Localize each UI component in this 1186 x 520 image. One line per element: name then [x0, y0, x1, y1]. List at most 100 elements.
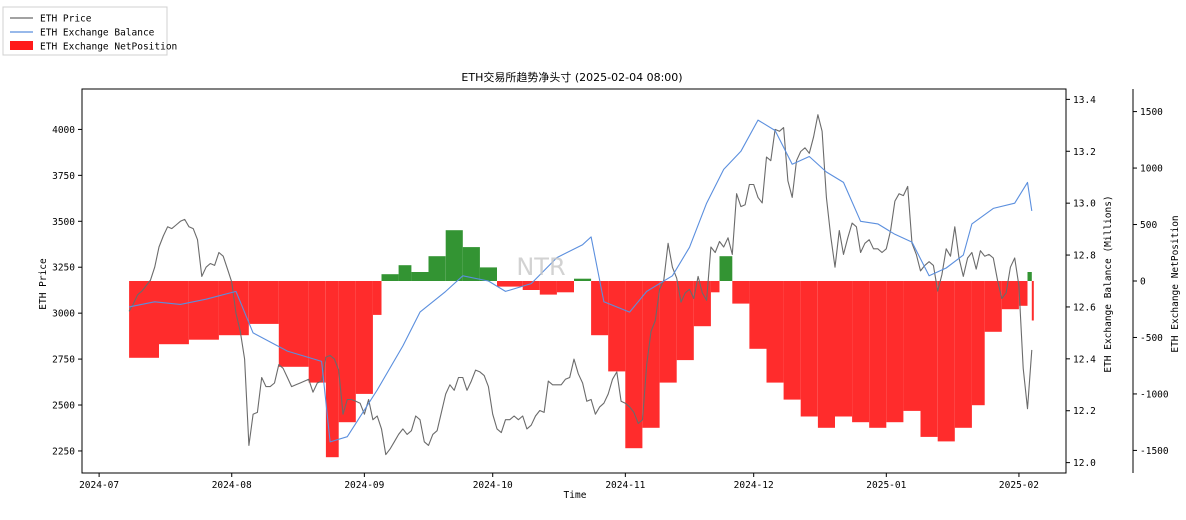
legend-label-price: ETH Price: [40, 14, 92, 25]
netposition-bar: [903, 281, 921, 411]
netposition-bar: [248, 281, 279, 324]
netposition-bar: [522, 281, 540, 290]
netposition-bar: [398, 265, 412, 281]
legend-label-netposition: ETH Exchange NetPosition: [40, 42, 177, 53]
netposition-bar: [325, 281, 339, 458]
netposition-bar: [497, 281, 523, 287]
x-tick-label: 2024-08: [212, 480, 252, 491]
netposition-bar: [411, 272, 429, 281]
netposition-bar: [278, 281, 309, 367]
netposition-bar: [608, 281, 626, 372]
x-tick-label: 2024-10: [473, 480, 513, 491]
y-right-outer-tick-label: -1000: [1140, 389, 1169, 400]
x-tick-label: 2024-09: [344, 480, 384, 491]
y-right-outer-tick-label: 1000: [1140, 164, 1163, 175]
plot-frame: [81, 88, 1067, 474]
y-right-inner-tick-label: 12.8: [1073, 251, 1096, 262]
y-axis-label-right-outer: ETH Exchange NetPosition: [1170, 215, 1181, 352]
netposition-bar: [428, 256, 446, 281]
netposition-bar: [574, 278, 592, 281]
legend-label-balance: ETH Exchange Balance: [40, 28, 155, 39]
netposition-bar: [1018, 281, 1028, 306]
netposition-bar: [693, 281, 711, 327]
y-right-outer-tick-label: 500: [1140, 220, 1157, 231]
y-left-tick-label: 3250: [52, 263, 75, 274]
netposition-bar: [835, 281, 853, 417]
netposition-bar: [556, 281, 574, 293]
netposition-bar: [1001, 281, 1019, 310]
netposition-bar: [355, 281, 373, 394]
netposition-bar: [189, 281, 219, 340]
y-left-tick-label: 2750: [52, 355, 75, 366]
watermark: NTR: [516, 253, 565, 281]
netposition-bar: [659, 281, 677, 383]
netposition-bar: [129, 281, 159, 358]
netposition-bar: [766, 281, 784, 383]
legend: ETH Price ETH Exchange Balance ETH Excha…: [2, 6, 177, 56]
netposition-bar: [381, 274, 399, 281]
netposition-bar: [800, 281, 818, 417]
netposition-bar: [159, 281, 189, 345]
y-axis-label-right-inner: ETH Exchange Balance (Millions): [1103, 195, 1114, 372]
x-tick-label: 2024-11: [605, 480, 645, 491]
y-right-inner-tick-label: 13.2: [1073, 147, 1096, 158]
y-left-tick-label: 2500: [52, 401, 75, 412]
netposition-bar: [218, 281, 249, 336]
netposition-bar: [642, 281, 660, 428]
netposition-bar: [1031, 281, 1034, 321]
x-tick-label: 2024-07: [79, 480, 119, 491]
y-right-inner-tick-label: 12.2: [1073, 406, 1096, 417]
netposition-bar: [749, 281, 767, 349]
netposition-bar: [372, 281, 382, 315]
netposition-bar: [479, 267, 497, 281]
y-right-inner-tick-label: 13.0: [1073, 199, 1096, 210]
netposition-bar: [539, 281, 557, 295]
netposition-bar: [462, 247, 480, 281]
y-right-outer-tick-label: 0: [1140, 277, 1146, 288]
netposition-bar: [591, 281, 609, 336]
netposition-bar: [710, 281, 720, 293]
chart-title: ETH交易所趋势净头寸 (2025-02-04 08:00): [461, 70, 682, 84]
y-right-outer-tick-label: 1500: [1140, 107, 1163, 118]
netposition-bar: [625, 281, 643, 449]
balance-series-line: [128, 119, 1033, 443]
x-tick-label: 2025-02: [999, 480, 1039, 491]
netposition-bar: [783, 281, 801, 400]
series-lines: [128, 114, 1033, 456]
netposition-bar: [937, 281, 955, 442]
y-right-inner-tick-label: 12.6: [1073, 302, 1096, 313]
y-right-outer-tick-label: -500: [1140, 333, 1163, 344]
netposition-bar: [817, 281, 835, 428]
y-right-inner-tick-label: 13.4: [1073, 95, 1096, 106]
y-right-inner-tick-label: 12.0: [1073, 458, 1096, 469]
x-tick-label: 2025-01: [866, 480, 906, 491]
netposition-bar: [971, 281, 985, 406]
netposition-bar: [984, 281, 1002, 332]
netposition-bar: [869, 281, 887, 428]
x-tick-label: 2024-12: [734, 480, 774, 491]
netposition-bar: [338, 281, 356, 423]
y-right-outer-tick-label: -1500: [1140, 446, 1169, 457]
legend-swatch-netposition: [10, 41, 33, 50]
netposition-bar: [1027, 272, 1032, 281]
y-axis-label-left: ETH Price: [38, 258, 49, 310]
netposition-bars: [129, 230, 1034, 458]
y-right-inner-tick-label: 12.4: [1073, 354, 1096, 365]
netposition-bar: [445, 230, 463, 281]
netposition-bar: [308, 281, 326, 383]
y-left-tick-label: 4000: [52, 125, 75, 136]
netposition-bar: [954, 281, 972, 428]
netposition-bar: [732, 281, 750, 304]
y-left-tick-label: 3000: [52, 309, 75, 320]
price-series-line: [128, 114, 1033, 456]
netposition-bar: [719, 256, 733, 281]
netposition-bar: [852, 281, 870, 423]
axes: 2024-07 2024-08 2024-09 2024-10 2024-11 2024-…: [52, 88, 1169, 491]
netposition-bar: [886, 281, 904, 423]
y-left-tick-label: 3750: [52, 171, 75, 182]
y-left-tick-label: 2250: [52, 446, 75, 457]
netposition-bar: [920, 281, 938, 437]
y-left-tick-label: 3500: [52, 217, 75, 228]
x-axis-label: Time: [564, 490, 587, 501]
